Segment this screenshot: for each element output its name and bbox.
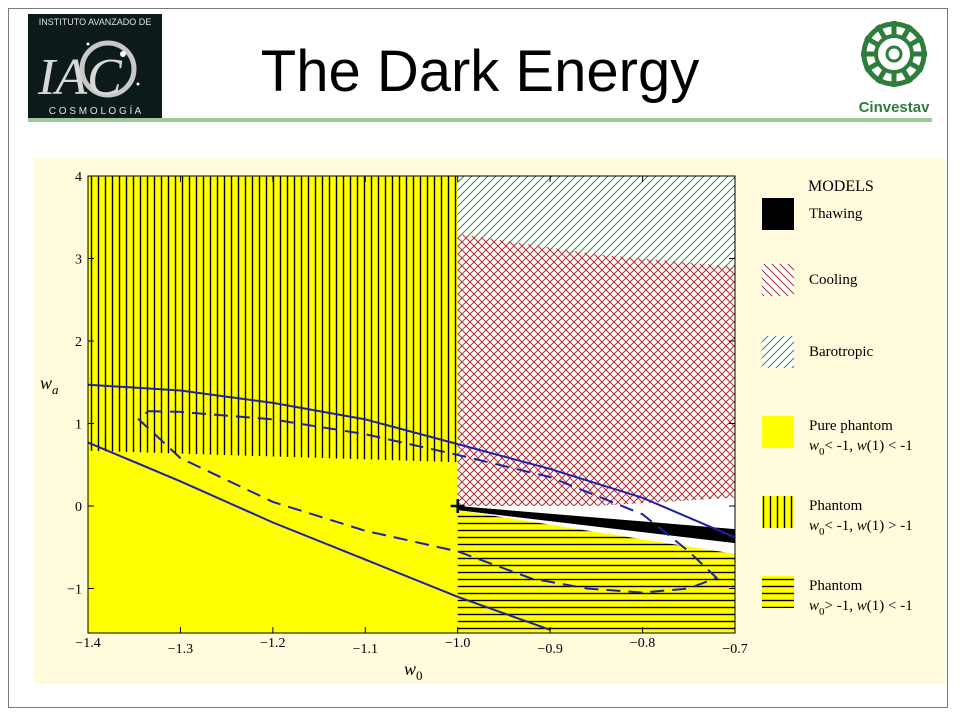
model-regions [88, 176, 735, 633]
region-barotropic [457, 176, 735, 267]
y-tick-label: 3 [75, 253, 82, 268]
slide-title: The Dark Energy [260, 39, 700, 104]
dark-energy-chart: −1.4 −1.3 −1.2 −1.1 −1.0 −0.9 −0.8 −0.743210−1 … [40, 170, 913, 683]
gear-tooth [908, 35, 924, 48]
contour-solid-upper [88, 383, 735, 539]
x-tick-label: −0.7 [722, 642, 747, 657]
gear-tooth [900, 24, 913, 40]
legend-item-thawing: Thawing [762, 198, 863, 230]
y-tick-label: 0 [75, 500, 82, 515]
x-tick-label: −0.8 [630, 636, 655, 651]
legend-swatch [762, 496, 794, 528]
legend-swatch [762, 198, 794, 230]
legend-label: Phantom [809, 578, 863, 594]
region-cooling [457, 233, 735, 507]
gear-tooth [908, 60, 924, 73]
y-tick-label: −1 [67, 583, 82, 598]
x-tick-label: −1.3 [168, 642, 193, 657]
legend-swatch [762, 336, 794, 368]
gear-tooth [875, 24, 888, 40]
legend-swatch [762, 416, 794, 448]
legend-label: Phantom [809, 498, 863, 514]
legend-item-pure-phantom: Pure phantom w0< -1, w(1) < -1 [762, 416, 913, 458]
cinvestav-logo: Cinvestav [859, 21, 931, 116]
x-tick-label: −1.2 [260, 636, 285, 651]
legend-condition: w0> -1, w(1) < -1 [809, 598, 913, 618]
x-tick-label: −1.4 [75, 636, 100, 651]
legend-swatch [762, 264, 794, 296]
legend-item-phantom-vertical: Phantom w0< -1, w(1) > -1 [762, 496, 913, 538]
cross-marker [450, 499, 465, 513]
legend-item-cooling: Cooling [762, 264, 858, 296]
x-axis-label: w0 [404, 659, 423, 683]
y-tick-label: 4 [75, 170, 82, 185]
contour-solid-lower [88, 441, 551, 631]
chart-panel: −1.4 −1.3 −1.2 −1.1 −1.0 −0.9 −0.8 −0.7 4 3 2 1 0 −1 … [34, 158, 946, 684]
iac-logo-bottom-text: C O S M O L O G Í A [49, 104, 142, 117]
x-tick-label: −1.1 [353, 642, 378, 657]
legend-condition: w0< -1, w(1) > -1 [809, 518, 913, 538]
legend-label: Thawing [809, 206, 863, 222]
legend-item-barotropic: Barotropic [762, 336, 873, 368]
axis-ticks: −1.4 −1.3 −1.2 −1.1 −1.0 −0.9 −0.8 −0.7 4 3 2 1 0 −1 [67, 170, 748, 657]
title-divider [28, 118, 932, 122]
iac-logo: INSTITUTO AVANZADO DE IAC C O S M O L O … [28, 14, 162, 118]
legend-label: Barotropic [809, 344, 873, 360]
slide-frame [8, 8, 948, 708]
legend-item-phantom-horizontal: Phantom w0> -1, w(1) < -1 [762, 576, 913, 618]
contour-dashed [137, 410, 719, 594]
x-tick-label: −0.9 [537, 642, 562, 657]
legend: MODELS Thawing Cooling Barotropic Pure phan… [762, 178, 913, 618]
region-pure-phantom [88, 450, 458, 633]
legend-condition: w0< -1, w(1) < -1 [809, 438, 913, 458]
legend-label: Cooling [809, 272, 858, 288]
cinvestav-logo-text: Cinvestav [859, 99, 931, 116]
iac-logo-top-text: INSTITUTO AVANZADO DE [39, 17, 152, 27]
gear-tooth [875, 68, 888, 84]
y-tick-label: 2 [75, 335, 82, 350]
y-axis-label: wa [40, 373, 59, 397]
cinvestav-gear-emblem-icon [861, 21, 927, 87]
legend-title: MODELS [808, 178, 874, 195]
legend-label: Pure phantom [809, 418, 893, 434]
region-phantom-horizontal [457, 510, 735, 633]
iac-logo-monogram: IAC [37, 49, 123, 106]
plot-frame [87, 175, 736, 634]
gear-tooth [864, 35, 880, 48]
gear-tooth [864, 60, 880, 73]
region-phantom-vertical [88, 176, 458, 463]
legend-swatch [762, 576, 794, 608]
x-tick-label: −1.0 [445, 636, 470, 651]
gear-tooth [900, 68, 913, 84]
y-tick-label: 1 [75, 418, 82, 433]
region-white-gap [457, 497, 735, 530]
